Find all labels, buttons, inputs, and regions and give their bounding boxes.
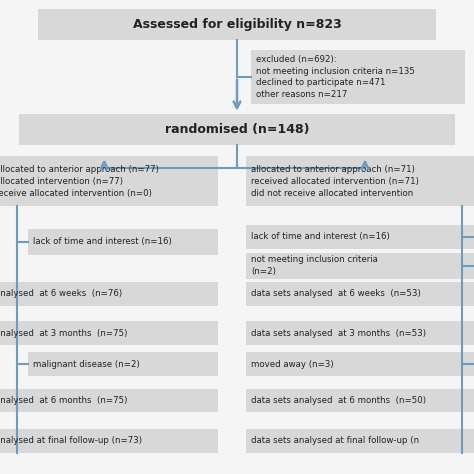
- FancyBboxPatch shape: [251, 50, 465, 104]
- FancyBboxPatch shape: [19, 114, 455, 145]
- FancyBboxPatch shape: [246, 253, 474, 279]
- Text: data sets analysed  at 3 months  (n=53): data sets analysed at 3 months (n=53): [251, 329, 426, 337]
- FancyBboxPatch shape: [0, 389, 218, 412]
- Text: analysed at final follow-up (n=73): analysed at final follow-up (n=73): [0, 437, 142, 445]
- Text: analysed  at 3 months  (n=75): analysed at 3 months (n=75): [0, 329, 128, 337]
- FancyBboxPatch shape: [246, 225, 474, 249]
- Text: lack of time and interest (n=16): lack of time and interest (n=16): [33, 237, 172, 246]
- Text: lack of time and interest (n=16): lack of time and interest (n=16): [251, 233, 390, 241]
- FancyBboxPatch shape: [28, 229, 218, 255]
- Text: randomised (n=148): randomised (n=148): [165, 123, 309, 136]
- Text: Assessed for eligibility n=823: Assessed for eligibility n=823: [133, 18, 341, 31]
- Text: data sets analysed  at 6 months  (n=50): data sets analysed at 6 months (n=50): [251, 396, 426, 405]
- Text: data sets analysed  at 6 weeks  (n=53): data sets analysed at 6 weeks (n=53): [251, 290, 421, 298]
- FancyBboxPatch shape: [246, 156, 474, 206]
- FancyBboxPatch shape: [28, 352, 218, 376]
- FancyBboxPatch shape: [246, 282, 474, 306]
- Text: analysed  at 6 months  (n=75): analysed at 6 months (n=75): [0, 396, 128, 405]
- FancyBboxPatch shape: [246, 389, 474, 412]
- FancyBboxPatch shape: [246, 429, 474, 453]
- Text: allocated to anterior approach (n=71)
received allocated intervention (n=71)
did: allocated to anterior approach (n=71) re…: [251, 165, 419, 198]
- Text: data sets analysed at final follow-up (n: data sets analysed at final follow-up (n: [251, 437, 419, 445]
- Text: malignant disease (n=2): malignant disease (n=2): [33, 360, 140, 368]
- FancyBboxPatch shape: [246, 352, 474, 376]
- Text: excluded (n=692):
not meeting inclusion criteria n=135
declined to participate n: excluded (n=692): not meeting inclusion …: [256, 55, 415, 99]
- Text: moved away (n=3): moved away (n=3): [251, 360, 334, 368]
- Text: analysed  at 6 weeks  (n=76): analysed at 6 weeks (n=76): [0, 290, 122, 298]
- FancyBboxPatch shape: [0, 156, 218, 206]
- FancyBboxPatch shape: [0, 429, 218, 453]
- Text: not meeting inclusion criteria
(n=2): not meeting inclusion criteria (n=2): [251, 255, 378, 276]
- FancyBboxPatch shape: [0, 321, 218, 345]
- FancyBboxPatch shape: [246, 321, 474, 345]
- FancyBboxPatch shape: [38, 9, 436, 40]
- Text: allocated to anterior approach (n=77)
allocated intervention (n=77)
receive allo: allocated to anterior approach (n=77) al…: [0, 165, 159, 198]
- FancyBboxPatch shape: [0, 282, 218, 306]
